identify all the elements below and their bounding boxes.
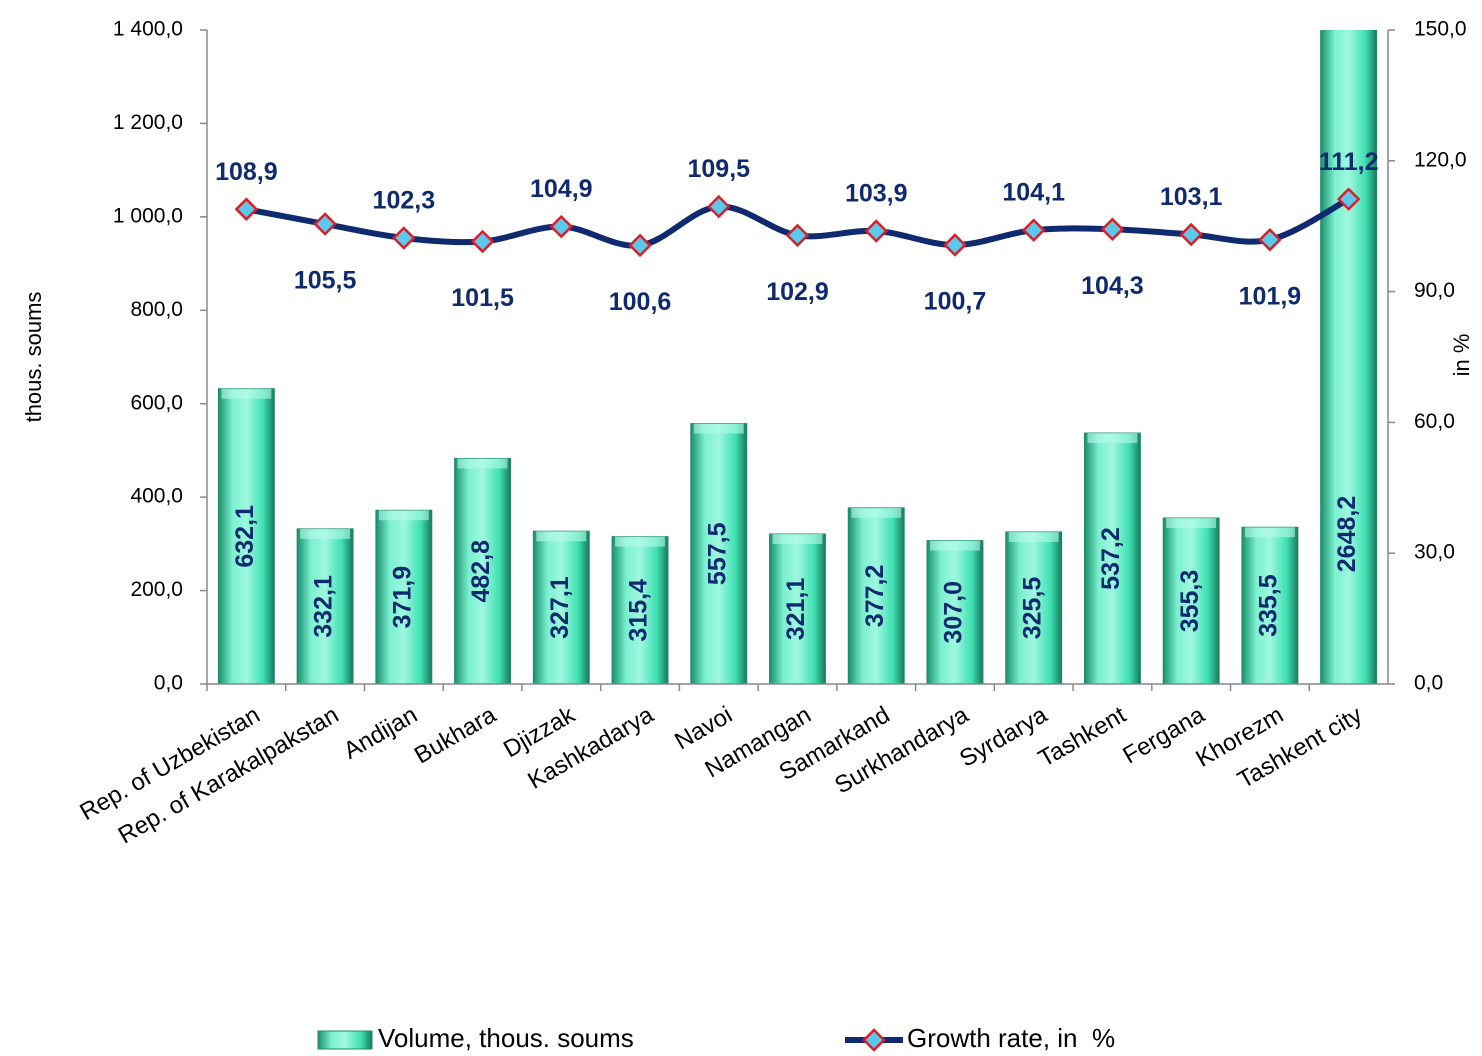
marker [1100,217,1125,242]
bar [296,528,354,684]
bar-value-label: 371,9 [388,566,416,629]
x-tick-label: Surkhandarya [830,701,973,799]
bar-bevel [457,458,508,469]
y-tick-label: 1 400,0 [113,18,183,41]
line-value-label: 109,5 [687,155,750,183]
x-tick-label: Tashkent [1034,701,1131,773]
bar-value-label: 325,5 [1018,577,1046,640]
y2-tick-label: 30,0 [1414,541,1455,564]
marker [785,223,810,248]
y-tick-label: 0,0 [154,672,183,695]
y2-tick-label: 150,0 [1414,18,1467,41]
line-value-label: 111,2 [1319,148,1379,176]
bar-bevel [1008,531,1059,542]
marker [392,226,416,250]
marker [1021,218,1046,242]
bar-value-label: 335,5 [1255,574,1283,637]
bar-bevel [930,540,980,551]
marker [234,197,259,221]
y-tick-label: 800,0 [130,298,183,321]
line-value-label: 102,3 [373,187,436,215]
bar-bevel [615,536,665,547]
bar [1162,517,1220,684]
bar [217,388,275,684]
line-value-label: 102,9 [766,278,829,306]
x-tick-label: Syrdarya [955,701,1052,773]
y-tick-label: 200,0 [130,578,183,601]
line-value-label: 100,6 [609,288,672,316]
bar [926,540,984,684]
bar-value-label: 355,3 [1176,570,1204,633]
bar-value-label: 377,2 [861,565,889,628]
x-tick-label: Bukhara [410,701,501,769]
line-value-label: 104,3 [1081,272,1144,300]
bar-bevel [1244,527,1295,538]
value-labels: 632,1 332,1 371,9 482,8 327,1 315,4 557,5 321,1… [231,496,1361,644]
bar [1083,432,1141,684]
line-value-label: 103,1 [1160,183,1223,211]
marker [864,219,889,243]
y2-tick-label: 90,0 [1414,279,1455,302]
bar-bevel [1166,518,1217,529]
marker [1258,227,1282,252]
bar-value-label: 321,1 [782,578,810,641]
marker [628,233,652,258]
bar-value-label: 482,8 [467,540,495,603]
line-value-label: 105,5 [294,267,357,295]
marker [470,229,495,254]
x-tick-label: Andijan [339,701,422,764]
bar-bevel [851,507,902,518]
y2-axis-title: in % [1449,334,1474,377]
line-value-label: 108,9 [215,158,278,186]
y2-tick-label: 60,0 [1414,410,1455,433]
bar [454,457,512,684]
bar [769,533,826,684]
bar [1241,526,1299,684]
line-value-label: 101,5 [451,284,514,312]
bar-value-label: 307,0 [940,581,968,644]
y2-tick-label: 120,0 [1414,148,1467,171]
bar-value-label: 315,4 [625,579,653,642]
y-axis-title: thous. soums [21,292,46,423]
bars [217,30,1378,684]
marker [943,233,967,257]
bar-value-label: 2648,2 [1333,496,1361,572]
line-value-label: 103,9 [845,180,908,208]
legend-label: Volume, thous. soums [378,1023,634,1053]
bar-value-label: 537,2 [1097,527,1125,590]
legend-marker [862,1028,886,1052]
marker [549,214,574,239]
legend-label: Growth rate, in % [907,1023,1115,1053]
line-value-label: 101,9 [1239,282,1302,310]
bar [611,536,669,684]
bar-bevel [1087,433,1138,444]
bar-value-label: 327,1 [546,576,574,639]
bar-bevel [693,423,744,434]
bar-bevel [536,531,587,542]
marker [313,212,337,236]
marker [1179,222,1203,247]
bar-value-label: 632,1 [231,505,259,568]
marker [1336,187,1361,211]
bar-bevel [772,534,823,545]
line-value-label: 104,1 [1002,179,1065,207]
marker [706,194,731,219]
bar-bevel [378,510,429,521]
bar-value-label: 332,1 [310,575,338,638]
line-value-label: 104,9 [530,175,593,203]
legend-swatch [317,1030,373,1050]
y2-tick-label: 0,0 [1414,672,1443,695]
line-value-label: 100,7 [924,288,987,316]
bar [1320,30,1378,684]
y-tick-label: 1 200,0 [113,111,183,134]
y-tick-label: 400,0 [130,485,183,508]
y-tick-label: 600,0 [130,391,183,414]
bar [1005,531,1063,684]
y-tick-label: 1 000,0 [113,204,183,227]
bar-bevel [300,528,351,539]
bar-value-label: 557,5 [703,522,731,585]
bar-bevel [221,388,272,399]
